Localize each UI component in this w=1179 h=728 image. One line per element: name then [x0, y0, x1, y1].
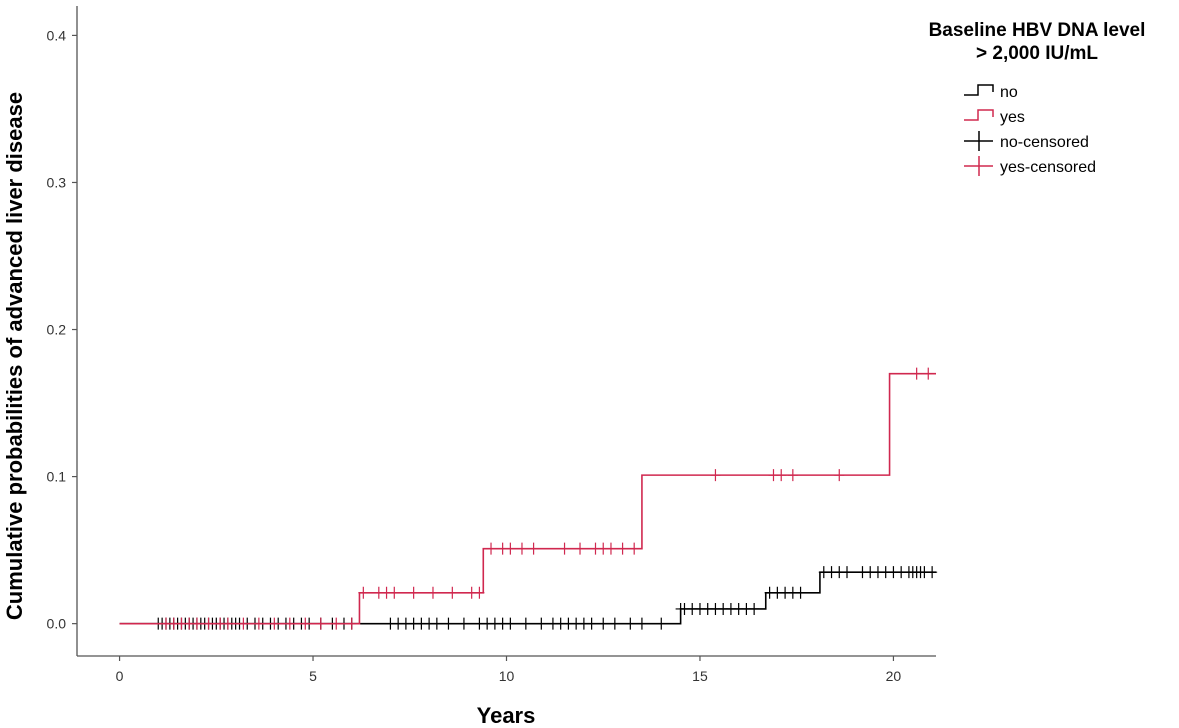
y-axis-title: Cumulative probabilities of advanced liv…	[2, 92, 27, 620]
legend-title-line2: > 2,000 IU/mL	[976, 43, 1098, 64]
x-tick-label: 0	[116, 668, 124, 684]
series-layer	[119, 367, 938, 630]
series-yes-censor-mark	[617, 542, 628, 555]
y-tick-label: 0.3	[47, 174, 67, 190]
series-yes-curve	[119, 372, 936, 625]
x-tick-label: 10	[499, 668, 515, 684]
x-axis-title: Years	[477, 703, 536, 728]
series-yes-censor-mark	[315, 617, 326, 630]
series-no-censor-mark	[505, 617, 516, 630]
series-yes-censor-mark	[358, 586, 369, 599]
series-no-censor-mark	[636, 617, 647, 630]
series-no-censor-mark	[443, 617, 454, 630]
series-yes-censor-mark	[447, 586, 458, 599]
legend-icon-yes-censored	[964, 156, 993, 176]
y-tick-label: 0.2	[47, 322, 67, 338]
x-ticks: 0 5 10 15 20	[116, 656, 902, 684]
series-no-censor-mark	[656, 617, 667, 630]
legend-label-no: no	[1000, 84, 1018, 101]
series-yes-censor-mark	[474, 586, 485, 599]
series-yes-censor-mark	[505, 542, 516, 555]
series-yes-censor-mark	[238, 617, 249, 630]
series-yes-censor-mark	[776, 469, 787, 482]
y-ticks: 0.0 0.1 0.2 0.3 0.4	[47, 27, 77, 632]
series-yes-censor-mark	[605, 542, 616, 555]
series-yes-censor-mark	[486, 542, 497, 555]
series-no-censor-mark	[749, 602, 760, 615]
series-no-censor-mark	[586, 617, 597, 630]
series-no-curve	[119, 571, 936, 625]
series-no-censor-mark	[598, 617, 609, 630]
legend-label-yes: yes	[1000, 109, 1025, 126]
series-yes-censor-mark	[408, 586, 419, 599]
legend-label-yes-censored: yes-censored	[1000, 159, 1096, 176]
series-yes-censor-mark	[203, 617, 214, 630]
legend-entries: no yes no-censored yes-censored	[964, 84, 1096, 176]
series-yes-censor-mark	[284, 617, 295, 630]
series-no-censor-mark	[927, 566, 938, 579]
series-yes-censor-mark	[575, 542, 586, 555]
legend-label-no-censored: no-censored	[1000, 134, 1089, 151]
series-yes-censor-mark	[427, 586, 438, 599]
y-tick-label: 0.1	[47, 469, 67, 485]
series-yes-censor-mark	[269, 617, 280, 630]
series-no-censor-mark	[536, 617, 547, 630]
series-no-censor-mark	[625, 617, 636, 630]
series-yes-censor-mark	[710, 469, 721, 482]
legend: Baseline HBV DNA level > 2,000 IU/mL no y…	[929, 20, 1146, 176]
series-no-censor-mark	[795, 586, 806, 599]
legend-title-line1: Baseline HBV DNA level	[929, 20, 1146, 41]
series-no-censor-mark	[842, 566, 853, 579]
x-tick-label: 5	[309, 668, 317, 684]
series-yes-censor-mark	[253, 617, 264, 630]
axes	[76, 6, 936, 657]
legend-icon-yes	[964, 109, 994, 121]
series-yes-censor-mark	[923, 367, 934, 380]
series-yes-censor-mark	[787, 469, 798, 482]
series-yes-censor-mark	[559, 542, 570, 555]
series-yes-censor-mark	[389, 586, 400, 599]
legend-icon-no-censored	[964, 131, 993, 151]
series-yes-censor-mark	[516, 542, 527, 555]
y-tick-label: 0.4	[47, 27, 67, 43]
series-yes-censor-mark	[331, 617, 342, 630]
y-tick-label: 0.0	[47, 616, 67, 632]
series-yes-censor-mark	[191, 617, 202, 630]
series-no-censor-mark	[520, 617, 531, 630]
series-no-censor-mark	[458, 617, 469, 630]
series-no-censor-mark	[609, 617, 620, 630]
x-tick-label: 15	[692, 668, 708, 684]
series-no-censor-mark	[431, 617, 442, 630]
series-yes-censor-mark	[300, 617, 311, 630]
series-yes-censor-mark	[629, 542, 640, 555]
x-tick-label: 20	[886, 668, 902, 684]
series-yes-censor-mark	[222, 617, 233, 630]
series-yes-censor-mark	[834, 469, 845, 482]
legend-icon-no	[964, 84, 994, 96]
series-yes-censor-mark	[911, 367, 922, 380]
series-yes-censor-mark	[346, 617, 357, 630]
series-yes-censor-mark	[528, 542, 539, 555]
